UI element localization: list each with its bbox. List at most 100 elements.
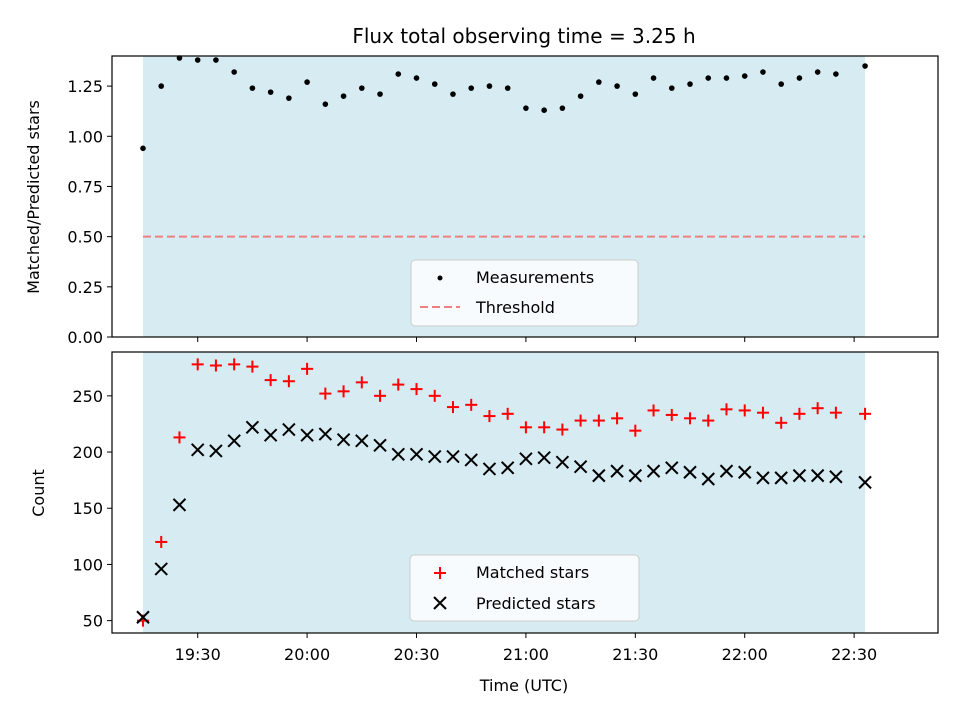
legend-measurements-label: Measurements bbox=[476, 268, 594, 287]
matched-star-point bbox=[319, 387, 332, 400]
predicted-star-point bbox=[409, 447, 424, 461]
matched-star-point bbox=[228, 358, 241, 371]
bottom-y-axis-label: Count bbox=[29, 469, 48, 517]
y-tick-label: 0.00 bbox=[67, 328, 103, 347]
matched-star-point bbox=[501, 407, 514, 420]
top-y-ticks: 0.00 0.25 0.50 0.75 1.00 1.25 bbox=[67, 77, 112, 347]
measurement-point bbox=[668, 85, 675, 91]
measurement-point bbox=[723, 75, 730, 81]
measurement-point bbox=[340, 93, 347, 99]
y-tick-label: 50 bbox=[83, 612, 103, 631]
x-tick-label: 20:30 bbox=[393, 645, 439, 664]
predicted-star-point bbox=[646, 464, 661, 478]
top-legend: Measurements Threshold bbox=[410, 259, 639, 327]
predicted-star-point bbox=[373, 438, 387, 452]
predicted-star-point bbox=[756, 471, 770, 485]
measurement-point bbox=[377, 91, 383, 97]
measurement-point bbox=[862, 63, 868, 69]
predicted-star-point bbox=[858, 475, 872, 490]
predicted-star-point bbox=[282, 422, 296, 437]
predicted-star-point bbox=[738, 465, 752, 479]
measurement-point bbox=[741, 73, 748, 79]
legend-matched-marker bbox=[434, 567, 446, 579]
measurement-point bbox=[523, 105, 529, 111]
matched-star-point bbox=[446, 401, 459, 414]
bottom-x-ticks: 19:30 20:00 20:30 21:00 21:30 22:00 22:30 bbox=[175, 633, 877, 664]
predicted-star-point bbox=[446, 449, 460, 464]
measurement-point bbox=[213, 57, 219, 63]
predicted-star-point bbox=[537, 450, 551, 465]
predicted-star-point bbox=[592, 468, 606, 483]
x-axis-label: Time (UTC) bbox=[479, 676, 568, 695]
chart-title: Flux total observing time = 3.25 h bbox=[352, 24, 695, 48]
predicted-star-point bbox=[154, 562, 168, 576]
matched-star-point bbox=[392, 378, 405, 391]
legend-predicted-marker bbox=[433, 596, 447, 610]
measurement-point bbox=[158, 83, 165, 89]
predicted-star-point bbox=[300, 428, 314, 442]
measurement-point bbox=[614, 83, 620, 89]
predicted-star-point bbox=[719, 464, 734, 478]
measurement-point bbox=[431, 81, 438, 87]
matched-star-point bbox=[538, 421, 551, 434]
predicted-star-point bbox=[464, 453, 478, 467]
measurement-point bbox=[267, 89, 274, 95]
predicted-star-point bbox=[172, 498, 187, 512]
measurement-point bbox=[760, 69, 766, 75]
x-tick-label: 21:00 bbox=[503, 645, 549, 664]
x-tick-label: 22:30 bbox=[831, 645, 877, 664]
bottom-panel: 50 100 150 200 250 19:30 20:00 20:30 21:00 21:30… bbox=[29, 351, 939, 695]
matched-star-point bbox=[793, 407, 806, 420]
x-tick-label: 21:30 bbox=[612, 645, 658, 664]
matched-star-point bbox=[629, 424, 642, 437]
measurement-point bbox=[413, 75, 420, 81]
matched-star-point bbox=[574, 414, 587, 427]
predicted-star-point bbox=[665, 461, 679, 475]
legend-matched-label: Matched stars bbox=[476, 563, 589, 582]
measurement-point bbox=[468, 85, 475, 91]
measurement-point bbox=[687, 81, 693, 87]
y-tick-label: 0.75 bbox=[67, 177, 103, 196]
predicted-star-point bbox=[519, 452, 533, 466]
predicted-star-point bbox=[263, 428, 278, 442]
matched-star-point bbox=[775, 416, 788, 429]
measurement-point bbox=[814, 69, 821, 75]
top-x-ticks bbox=[197, 337, 855, 342]
measurement-point bbox=[286, 95, 292, 101]
matched-star-point bbox=[738, 404, 751, 417]
predicted-star-point bbox=[336, 432, 351, 447]
matched-star-point bbox=[519, 421, 532, 434]
matched-star-point bbox=[191, 358, 204, 371]
legend-threshold-label: Threshold bbox=[475, 298, 555, 317]
predicted-star-point bbox=[628, 468, 643, 483]
measurement-point bbox=[796, 75, 803, 81]
matched-star-point bbox=[811, 402, 824, 415]
y-tick-label: 1.00 bbox=[67, 127, 103, 146]
measurement-point bbox=[140, 145, 146, 152]
y-tick-label: 0.25 bbox=[67, 278, 103, 297]
predicted-star-point bbox=[555, 455, 570, 469]
bottom-marks bbox=[136, 358, 872, 627]
top-y-axis-label: Matched/Predicted stars bbox=[24, 100, 43, 294]
matched-star-point bbox=[374, 389, 387, 402]
predicted-star-point bbox=[792, 468, 807, 483]
y-tick-label: 150 bbox=[72, 499, 103, 518]
predicted-star-point bbox=[355, 434, 369, 448]
bottom-y-ticks: 50 100 150 200 250 bbox=[72, 387, 112, 631]
predicted-star-point bbox=[428, 449, 442, 464]
predicted-star-point bbox=[482, 462, 497, 476]
matched-star-point bbox=[209, 359, 222, 372]
top-marks bbox=[140, 55, 868, 152]
x-tick-label: 20:00 bbox=[284, 645, 330, 664]
matched-star-point bbox=[702, 414, 715, 427]
predicted-star-point bbox=[136, 610, 150, 624]
matched-star-point bbox=[611, 412, 624, 425]
measurement-point bbox=[395, 71, 402, 77]
matched-star-point bbox=[859, 407, 872, 420]
measurement-point bbox=[705, 75, 712, 81]
bottom-legend: Matched stars Predicted stars bbox=[409, 554, 640, 622]
matched-star-point bbox=[483, 410, 496, 423]
matched-star-point bbox=[410, 383, 423, 396]
matched-star-point bbox=[282, 375, 295, 388]
top-panel: 0.00 0.25 0.50 0.75 1.00 1.25 Matched/Predict… bbox=[24, 55, 939, 347]
